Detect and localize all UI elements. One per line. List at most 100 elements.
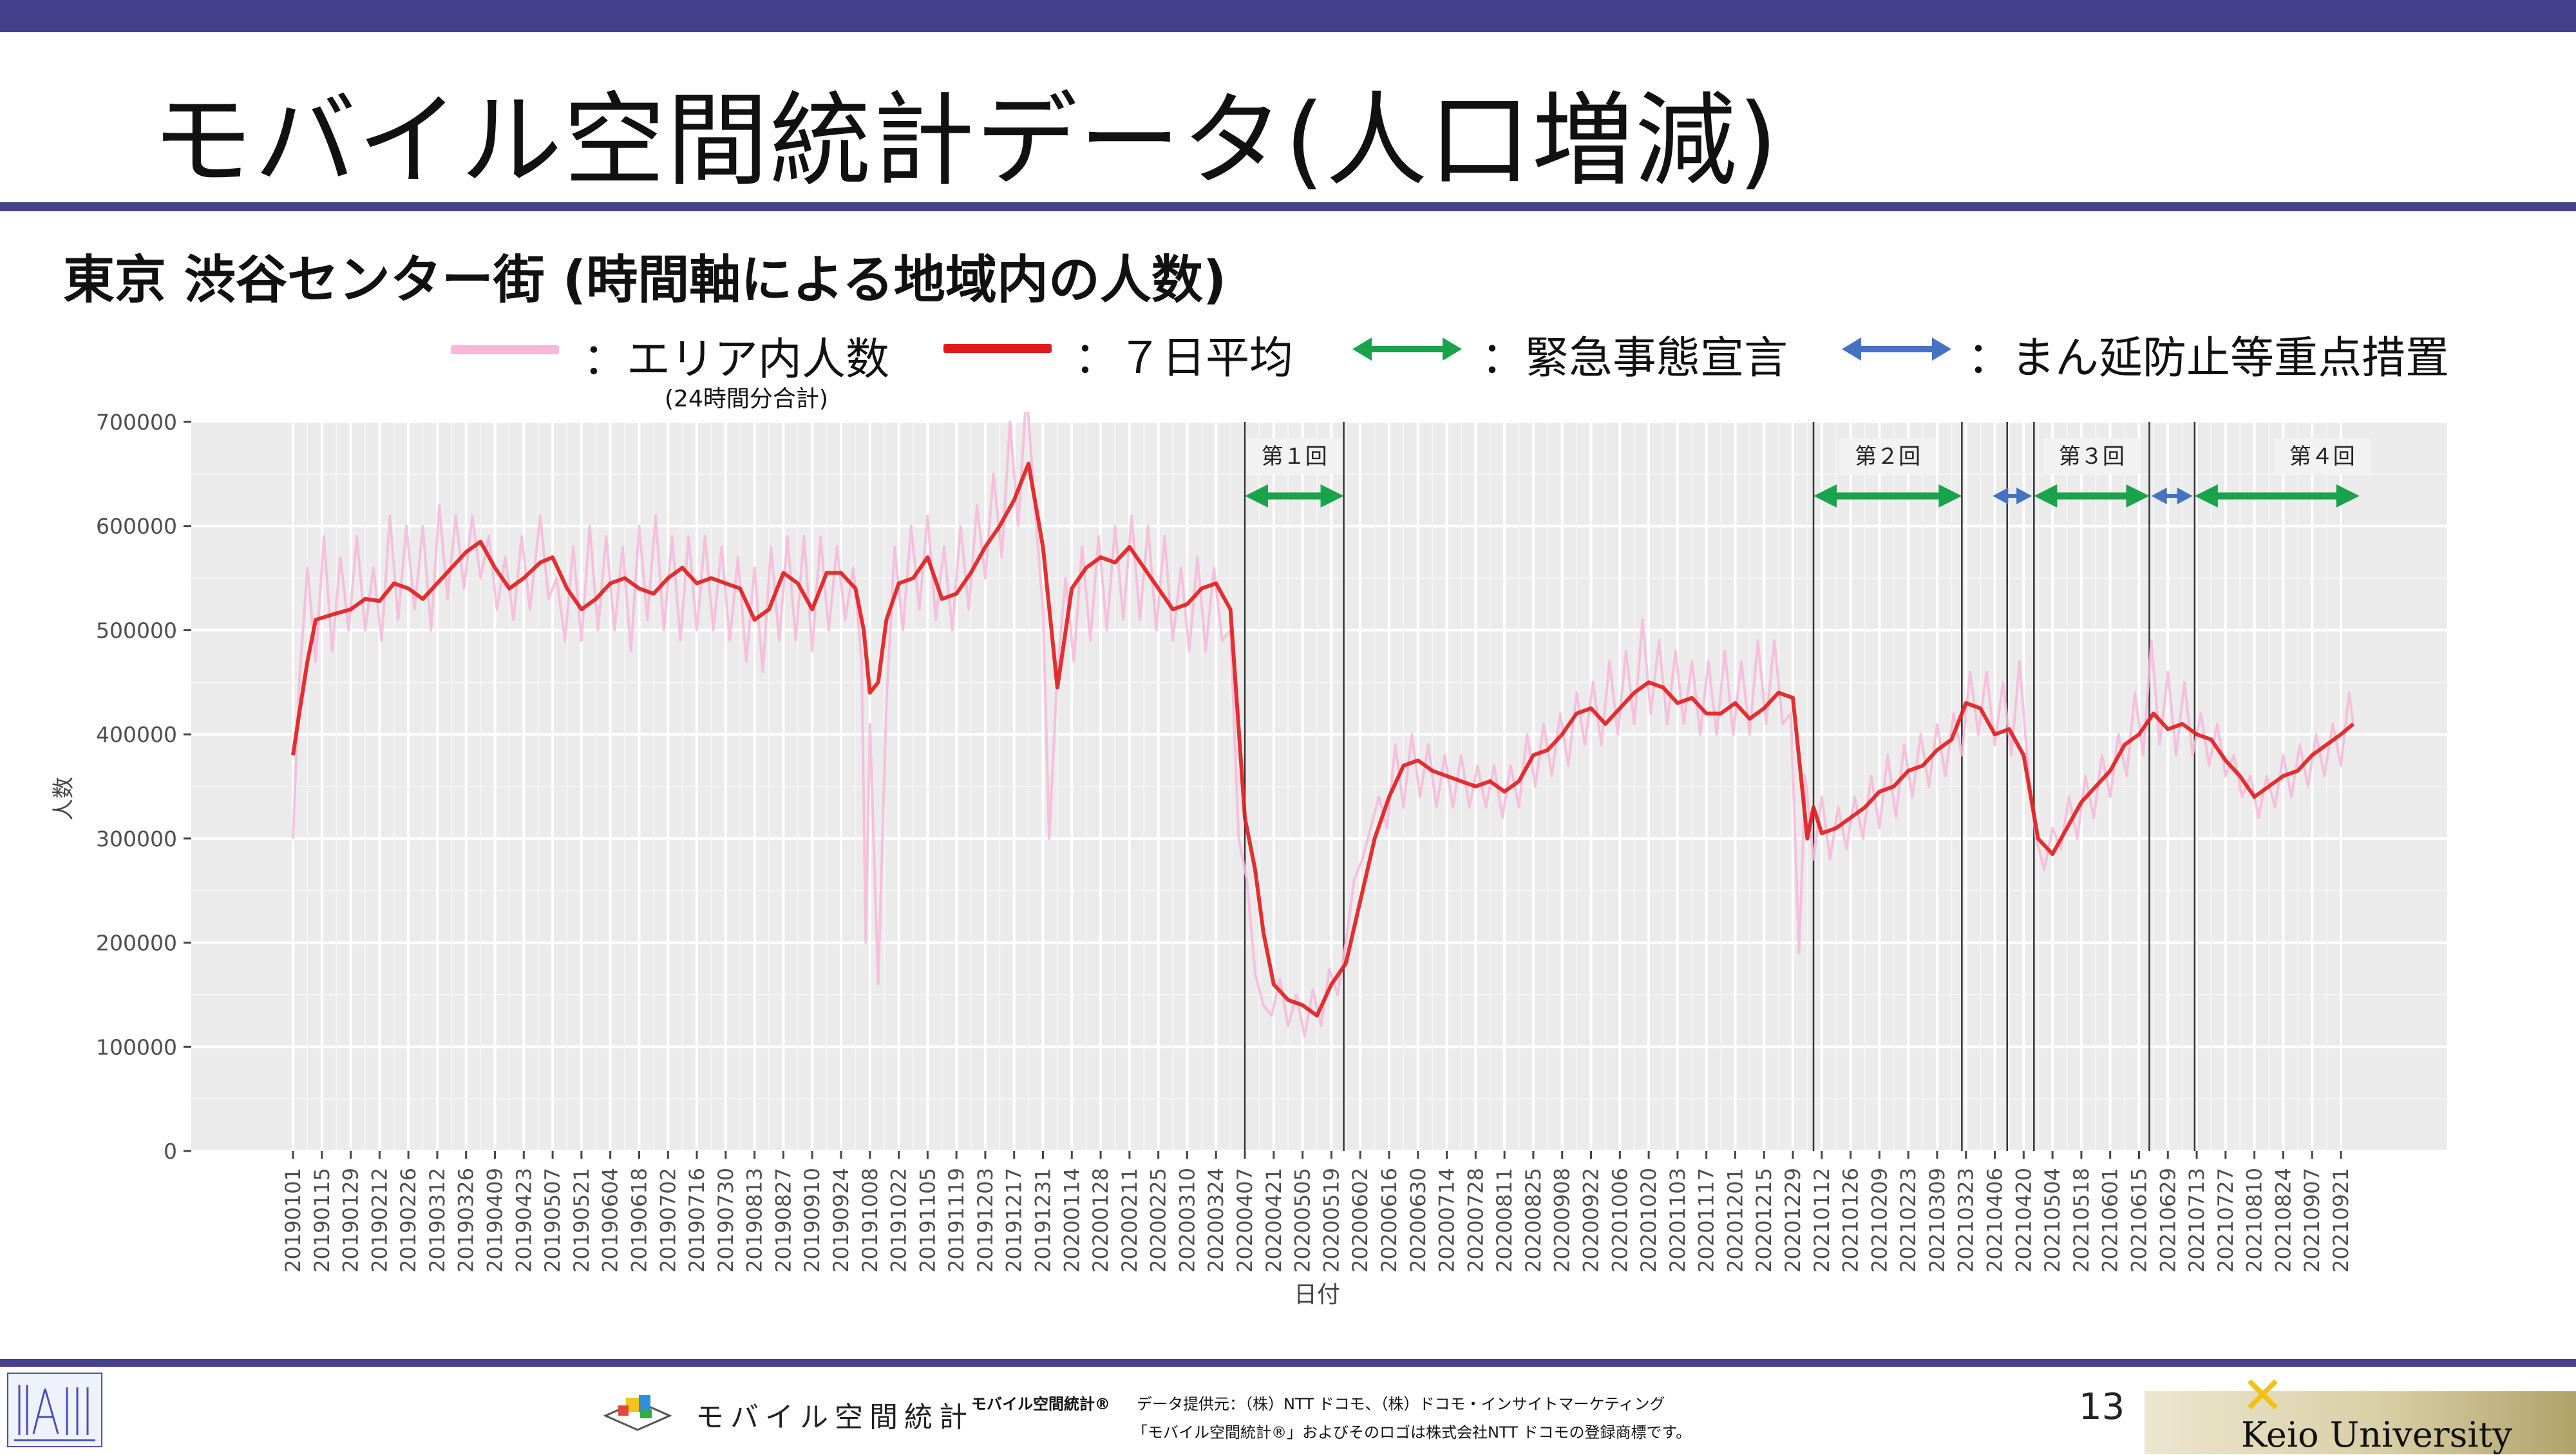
keio-logo: ✕ Keio University bbox=[2145, 1365, 2576, 1455]
x-tick-label: 20201201 bbox=[1723, 1168, 1747, 1273]
x-tick-label: 20190226 bbox=[396, 1168, 421, 1273]
university-name: Keio University bbox=[2241, 1414, 2512, 1455]
x-tick-label: 20200421 bbox=[1262, 1168, 1286, 1273]
declaration-label-box bbox=[1839, 438, 1937, 474]
x-tick-label: 20210112 bbox=[1810, 1168, 1834, 1273]
x-axis-label: 日付 bbox=[1294, 1282, 1340, 1308]
x-tick-label: 20210126 bbox=[1839, 1168, 1863, 1273]
x-tick-label: 20190604 bbox=[598, 1168, 623, 1273]
x-tick-label: 20190129 bbox=[339, 1168, 363, 1273]
declaration-label: 第２回 bbox=[1855, 444, 1920, 470]
declaration-arrowhead bbox=[2126, 484, 2150, 508]
y-tick-label: 400000 bbox=[96, 722, 177, 747]
declaration-arrowhead bbox=[1814, 484, 1837, 508]
declaration-label: 第３回 bbox=[2059, 444, 2125, 470]
declaration-label-box bbox=[1245, 438, 1343, 474]
y-tick-label: 0 bbox=[164, 1139, 177, 1164]
x-tick-label: 20190101 bbox=[281, 1168, 305, 1273]
x-tick-label: 20200714 bbox=[1435, 1168, 1459, 1273]
x-tick-label: 20190702 bbox=[656, 1168, 680, 1273]
x-tick-label: 20200324 bbox=[1204, 1168, 1228, 1273]
x-tick-label: 20210504 bbox=[2040, 1168, 2065, 1273]
declaration-arrowhead bbox=[1245, 484, 1269, 508]
declaration-label-box bbox=[2273, 438, 2371, 474]
x-tick-label: 20200728 bbox=[1463, 1168, 1488, 1273]
pen-mark-icon: ✕ bbox=[2241, 1365, 2285, 1425]
x-tick-label: 20190730 bbox=[714, 1168, 738, 1273]
mobile-spatial-logo: モバイル空間統計 bbox=[599, 1384, 967, 1435]
x-tick-label: 20210420 bbox=[2011, 1168, 2036, 1273]
x-tick-label: 20210824 bbox=[2271, 1168, 2295, 1273]
legend-raw-note: (24時間分合計) bbox=[665, 386, 828, 412]
declaration-arrowhead bbox=[2034, 484, 2058, 508]
x-tick-label: 20191119 bbox=[944, 1168, 969, 1273]
x-tick-label: 20200225 bbox=[1146, 1168, 1171, 1273]
x-tick-label: 20210323 bbox=[1954, 1168, 1978, 1273]
x-tick-label: 20210518 bbox=[2069, 1168, 2094, 1273]
x-tick-label: 20210810 bbox=[2242, 1168, 2267, 1273]
legend-emergency-label: ：緊急事態宣言 bbox=[1481, 333, 1788, 384]
x-tick-label: 20190409 bbox=[483, 1168, 507, 1273]
footer-trademark: 「モバイル空間統計®」およびそのロゴは株式会社NTT ドコモの登録商標です。 bbox=[1132, 1423, 1692, 1441]
y-tick-label: 200000 bbox=[96, 931, 177, 956]
declaration-arrowhead bbox=[2177, 488, 2193, 504]
legend-avg-swatch bbox=[943, 344, 1052, 353]
x-tick-label: 20190910 bbox=[800, 1168, 824, 1273]
declaration-label: 第４回 bbox=[2289, 444, 2355, 470]
x-tick-label: 20200310 bbox=[1175, 1168, 1199, 1273]
x-tick-label: 20210629 bbox=[2155, 1168, 2180, 1273]
x-tick-label: 20191105 bbox=[915, 1168, 940, 1273]
x-tick-label: 20201006 bbox=[1607, 1168, 1632, 1273]
legend-emergency-arrow-icon bbox=[1352, 338, 1462, 361]
x-tick-label: 20210907 bbox=[2300, 1168, 2324, 1273]
x-tick-label: 20201229 bbox=[1781, 1168, 1805, 1273]
x-tick-label: 20210615 bbox=[2126, 1168, 2151, 1273]
footer-brand: モバイル空間統計® bbox=[971, 1395, 1110, 1413]
x-tick-label: 20190212 bbox=[367, 1168, 392, 1273]
lab-logo-icon bbox=[7, 1373, 102, 1447]
x-tick-label: 20190618 bbox=[627, 1168, 651, 1273]
page-number: 13 bbox=[2079, 1386, 2125, 1428]
x-tick-label: 20200602 bbox=[1348, 1168, 1372, 1273]
declaration-arrowhead bbox=[2016, 488, 2032, 504]
y-tick-label: 700000 bbox=[96, 412, 177, 435]
x-tick-label: 20201020 bbox=[1636, 1168, 1661, 1273]
x-tick-label: 20190827 bbox=[771, 1168, 795, 1273]
declaration-arrowhead bbox=[1320, 484, 1344, 508]
legend-raw-swatch bbox=[451, 345, 559, 354]
x-tick-label: 20200505 bbox=[1291, 1168, 1315, 1273]
x-tick-label: 20190423 bbox=[511, 1168, 536, 1273]
declaration-arrowhead bbox=[2336, 484, 2360, 508]
legend-raw-label: ：エリア内人数 bbox=[583, 334, 890, 385]
y-axis-label: 人数 bbox=[51, 777, 77, 821]
x-tick-label: 20190924 bbox=[829, 1168, 853, 1273]
declaration-arrowhead bbox=[2151, 488, 2167, 504]
x-tick-label: 20190813 bbox=[743, 1168, 767, 1273]
x-tick-label: 20200114 bbox=[1059, 1168, 1084, 1273]
series-7day-average-line bbox=[291, 461, 2355, 1018]
x-tick-label: 20191008 bbox=[858, 1168, 882, 1273]
top-band bbox=[0, 0, 2576, 32]
x-tick-label: 20191022 bbox=[887, 1168, 911, 1273]
x-tick-label: 20200211 bbox=[1117, 1168, 1142, 1273]
x-tick-label: 20191203 bbox=[973, 1168, 998, 1273]
x-tick-label: 20201215 bbox=[1752, 1168, 1776, 1273]
legend-avg-label: ：７日平均 bbox=[1074, 333, 1294, 384]
declaration-arrowhead bbox=[1938, 484, 1962, 508]
x-tick-label: 20210713 bbox=[2184, 1168, 2209, 1273]
bottom-band bbox=[0, 1359, 2576, 1367]
declaration-arrowhead bbox=[2194, 484, 2218, 508]
y-tick-label: 100000 bbox=[96, 1034, 177, 1060]
legend-semi-arrow-icon bbox=[1842, 338, 1951, 361]
y-tick-label: 600000 bbox=[96, 514, 177, 539]
x-tick-label: 20210921 bbox=[2329, 1168, 2353, 1273]
x-tick-label: 20200908 bbox=[1550, 1168, 1575, 1273]
x-tick-label: 20210209 bbox=[1867, 1168, 1891, 1273]
x-tick-label: 20200630 bbox=[1406, 1168, 1430, 1273]
x-tick-label: 20201117 bbox=[1694, 1168, 1719, 1273]
x-tick-label: 20210406 bbox=[1983, 1168, 2007, 1273]
x-tick-label: 20190326 bbox=[454, 1168, 478, 1273]
population-chart: 第１回 第２回 第３回 第４回 0 100000 200000 300000 400000 50… bbox=[51, 412, 2447, 1308]
declaration-label: 第１回 bbox=[1262, 444, 1327, 470]
legend-semi-label: ：まん延防止等重点措置 bbox=[1967, 333, 2450, 384]
